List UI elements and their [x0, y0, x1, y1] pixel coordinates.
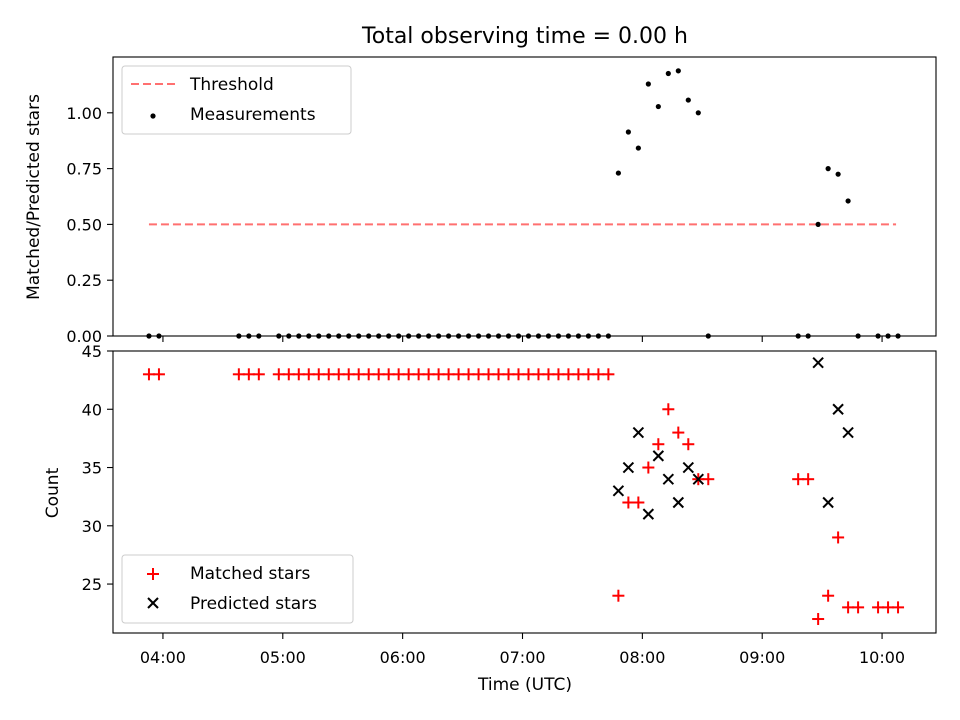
matched-star-marker	[822, 589, 835, 602]
bottom-legend-box	[121, 554, 354, 624]
matched-star-marker	[612, 589, 625, 602]
top-y-axis-label: Matched/Predicted stars	[24, 94, 44, 300]
predicted-star-marker	[632, 426, 645, 439]
x-tick-label: 05:00	[260, 648, 306, 667]
matched-star-marker	[252, 368, 265, 381]
measurement-point	[815, 221, 821, 227]
top-y-tick-label: 1.00	[66, 104, 102, 123]
matched-star-marker	[662, 403, 675, 416]
predicted-star-marker	[812, 356, 824, 369]
matched-star-marker	[672, 426, 685, 439]
predicted-star-marker	[612, 485, 625, 497]
top-axes-frame	[112, 56, 937, 337]
threshold-legend-label: Threshold	[189, 75, 274, 95]
bottom-axes-frame	[112, 350, 937, 634]
matched-stars-legend-swatch	[147, 568, 159, 580]
x-tick-label: 09:00	[739, 648, 785, 667]
top-legend-box	[121, 65, 352, 135]
x-tick-label: 10:00	[859, 648, 905, 667]
x-tick-label: 08:00	[619, 648, 665, 667]
measurement-point	[685, 97, 691, 103]
bottom-legend: Matched stars Predicted stars	[121, 554, 354, 624]
bottom-y-tick-label: 25	[82, 575, 102, 594]
predicted-stars-layer	[612, 356, 854, 520]
predicted-stars-legend-swatch	[147, 597, 159, 609]
predicted-star-marker	[672, 496, 685, 509]
matched-star-marker	[892, 601, 905, 614]
measurements-legend-label: Measurements	[190, 105, 316, 125]
predicted-star-marker	[842, 426, 854, 439]
predicted-star-marker	[822, 496, 834, 509]
matched-star-marker	[832, 531, 845, 544]
bottom-y-axis: 25 30 35 40 45	[82, 342, 113, 594]
top-y-axis: 0.00 0.25 0.50 0.75 1.00	[66, 104, 113, 346]
matched-star-marker	[702, 473, 715, 486]
bottom-x-axis: 04:00 05:00 06:00 07:00 08:00 09:00 10:00	[140, 633, 905, 667]
measurement-point	[635, 145, 641, 151]
matched-star-marker	[632, 496, 645, 509]
bottom-panel: 25 30 35 40 45 04:00 05:00 06:00 07:00 08:00 09:0…	[43, 342, 937, 695]
bottom-y-tick-label: 35	[82, 459, 102, 478]
matched-star-marker	[852, 601, 865, 614]
x-tick-label: 04:00	[140, 648, 186, 667]
matched-star-marker	[802, 473, 815, 486]
measurement-point	[675, 68, 681, 74]
bottom-y-tick-label: 40	[82, 400, 102, 419]
figure-title: Total observing time = 0.00 h	[361, 24, 688, 49]
bottom-y-axis-label: Count	[43, 467, 63, 518]
predicted-star-marker	[692, 473, 704, 485]
measurement-point	[845, 198, 851, 204]
matched-star-marker	[602, 368, 615, 381]
top-x-ticks	[162, 336, 883, 342]
measurements-legend-swatch	[150, 113, 156, 119]
top-y-tick-label: 0.50	[66, 215, 102, 234]
x-tick-label: 06:00	[380, 648, 426, 667]
measurement-point	[835, 171, 841, 177]
matched-star-marker	[152, 368, 165, 381]
predicted-star-marker	[662, 473, 675, 485]
predicted-star-marker	[652, 450, 665, 462]
measurement-point	[615, 170, 621, 176]
top-panel: 0.00 0.25 0.50 0.75 1.00 Matched/Predicted s…	[24, 56, 937, 346]
measurement-point	[645, 81, 651, 87]
predicted-star-marker	[682, 461, 695, 474]
top-y-tick-label: 0.75	[66, 160, 102, 179]
bottom-y-tick-label: 45	[82, 342, 102, 361]
x-axis-label: Time (UTC)	[477, 675, 572, 695]
predicted-star-marker	[642, 508, 655, 520]
top-legend: Threshold Measurements	[121, 65, 352, 135]
top-y-tick-label: 0.25	[66, 271, 102, 290]
predicted-star-marker	[622, 461, 635, 474]
matched-star-marker	[652, 438, 665, 451]
matched-star-marker	[642, 461, 655, 474]
measurement-point	[825, 166, 831, 172]
measurement-point	[695, 110, 701, 116]
matched-star-marker	[682, 438, 695, 451]
matched-stars-legend-label: Matched stars	[190, 564, 310, 584]
matched-stars-layer	[142, 368, 905, 626]
top-y-tick-label: 0.00	[66, 327, 102, 346]
measurement-point	[625, 129, 631, 135]
matched-star-marker	[812, 613, 825, 626]
measurement-point	[665, 70, 671, 77]
bottom-y-tick-label: 30	[82, 517, 102, 536]
predicted-stars-legend-label: Predicted stars	[190, 594, 317, 614]
predicted-star-marker	[832, 403, 844, 415]
measurement-point	[655, 103, 661, 110]
x-tick-label: 07:00	[499, 648, 545, 667]
